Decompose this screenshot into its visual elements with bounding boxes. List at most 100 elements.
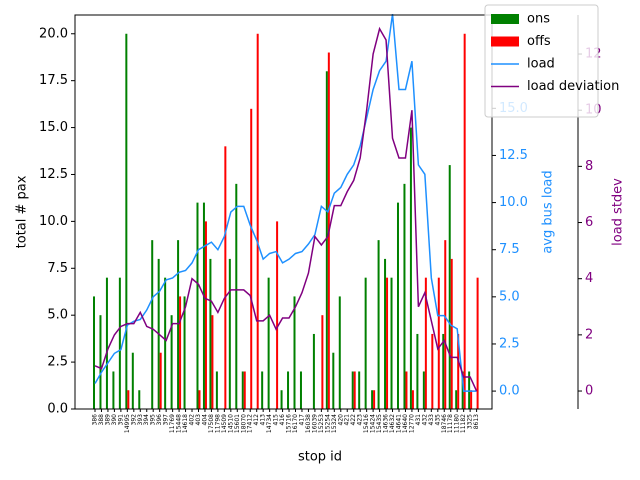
legend-swatch	[491, 36, 519, 47]
x-tick-label: 14632	[389, 414, 396, 433]
bar	[353, 371, 356, 409]
x-tick-label: 15424	[370, 414, 377, 433]
bar	[332, 352, 335, 409]
legend-label: load	[527, 57, 555, 72]
x-tick-label: 421	[344, 414, 351, 426]
bar	[170, 315, 173, 409]
bar	[455, 390, 458, 409]
bar	[409, 127, 412, 410]
y2-tick-label: 0.0	[499, 384, 520, 399]
bar	[118, 277, 121, 409]
bar	[457, 333, 460, 409]
bar	[312, 333, 315, 409]
y2-tick-label: 10.0	[499, 195, 528, 210]
line	[94, 13, 477, 392]
bar	[422, 371, 425, 409]
bar	[99, 315, 102, 409]
bar	[424, 277, 427, 409]
bar	[358, 371, 361, 409]
y3-tick-label: 8	[585, 159, 593, 174]
x-tick-label: 11180	[454, 414, 461, 433]
bar	[164, 277, 167, 409]
x-tick-label: 412	[253, 414, 260, 426]
bar	[131, 352, 134, 409]
x-tick-label: 14640	[402, 414, 409, 433]
x-tick-label: 17508	[208, 414, 215, 433]
x-tick-label: 393	[137, 414, 144, 426]
x-tick-label: 11182	[460, 414, 467, 433]
x-tick-label: 16039	[311, 414, 318, 433]
x-tick-label: 8613	[473, 414, 480, 429]
x-tick-label: 432	[421, 414, 428, 426]
bar	[364, 277, 367, 409]
bar	[112, 371, 115, 409]
bar	[351, 371, 354, 409]
y3-tick-label: 6	[585, 215, 593, 230]
bar	[209, 258, 212, 409]
x-tick-label: 18070	[240, 414, 247, 433]
bar	[127, 390, 130, 409]
bar	[377, 240, 380, 409]
x-tick-label: 390	[111, 414, 118, 426]
bar	[93, 296, 95, 409]
bar	[416, 333, 419, 409]
x-tick-label: 16038	[305, 414, 312, 433]
bar	[105, 277, 108, 409]
x-tick-label: 11769	[169, 414, 176, 433]
bar	[235, 183, 238, 409]
y3-tick-label: 4	[585, 271, 593, 286]
legend-box	[484, 4, 599, 118]
y-tick-label: 0.0	[47, 402, 68, 417]
bar	[138, 390, 141, 409]
x-tick-label: 11798	[214, 414, 221, 433]
bar	[215, 371, 218, 409]
x-tick-label: 392	[130, 414, 137, 426]
bar	[338, 296, 341, 409]
bar	[159, 352, 162, 409]
bar	[204, 221, 207, 409]
bar	[403, 183, 406, 409]
x-tick-label: 14641	[395, 414, 402, 433]
y2-tick-label: 2.5	[499, 336, 520, 351]
bar	[293, 296, 296, 409]
bar	[243, 371, 246, 409]
bar	[463, 33, 466, 410]
x-tick-label: 396	[156, 414, 163, 426]
bar	[256, 33, 259, 410]
x-tick-label: 14618	[182, 414, 189, 433]
bar	[461, 371, 464, 409]
x-tick-label: 15253	[318, 414, 325, 433]
x-tick-label: 11178	[447, 414, 454, 433]
bar	[444, 240, 447, 409]
x-tick-label: 397	[163, 414, 170, 426]
y2-tick-label: 7.5	[499, 242, 520, 257]
bar	[287, 371, 290, 409]
y-tick-label: 15.0	[39, 120, 68, 135]
y2-tick-label: 5.0	[499, 289, 520, 304]
x-tick-label: 422	[350, 414, 357, 426]
x-tick-label: 18746	[441, 414, 448, 433]
bar	[411, 390, 414, 409]
legend-label: offs	[527, 34, 551, 49]
legend-label: ons	[527, 12, 550, 27]
y3-tick-label: 2	[585, 327, 593, 342]
x-tick-label: 416	[279, 414, 286, 426]
x-axis-label: stop id	[298, 450, 342, 465]
y-tick-label: 2.5	[47, 355, 68, 370]
y-tick-label: 7.5	[47, 261, 68, 276]
bar	[299, 371, 302, 409]
bar	[125, 33, 128, 410]
x-tick-label: 420	[337, 414, 344, 426]
x-tick-label: 14509	[221, 414, 228, 433]
bar	[405, 371, 408, 409]
x-tick-label: 15435	[376, 414, 383, 433]
x-tick-label: 386	[92, 414, 99, 426]
y-tick-label: 10.0	[39, 214, 68, 229]
bar	[390, 277, 393, 409]
bar	[196, 202, 199, 409]
bar	[261, 371, 264, 409]
bar	[280, 390, 283, 409]
bar	[151, 240, 154, 409]
x-tick-label: 15416	[363, 414, 370, 433]
